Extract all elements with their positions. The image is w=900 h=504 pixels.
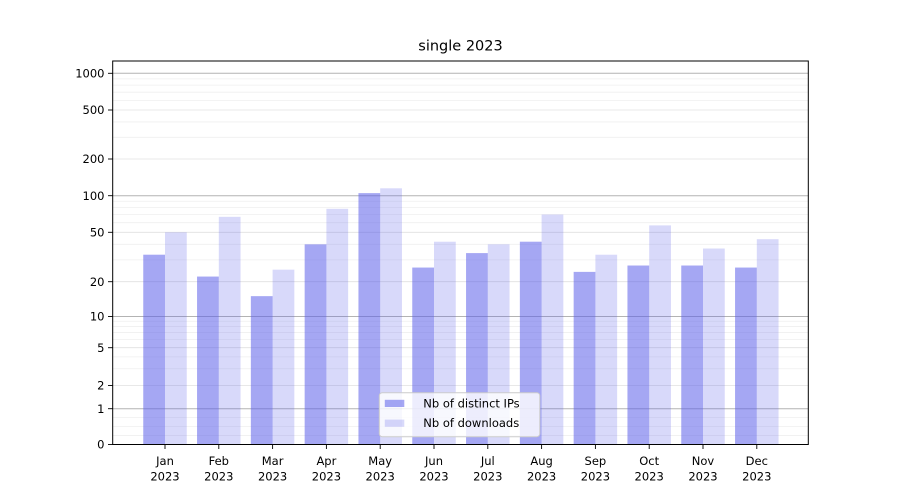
bar — [165, 232, 187, 445]
bar — [380, 188, 402, 445]
y-tick-label: 50 — [90, 225, 105, 239]
x-tick-label: Apr 2023 — [312, 454, 341, 484]
legend-box — [378, 392, 541, 438]
bar — [326, 208, 349, 445]
y-tick-label: 10 — [90, 310, 105, 324]
legend-swatch-distinct-ips — [384, 399, 405, 407]
legend-swatch-downloads — [384, 419, 405, 427]
bar — [649, 225, 671, 445]
legend: Nb of distinct IPs Nb of downloads — [378, 392, 541, 438]
y-tick-label: 100 — [83, 189, 105, 203]
bar — [627, 265, 650, 445]
bar — [595, 254, 618, 445]
y-tick-label: 2 — [97, 379, 104, 393]
x-tick-label: Jan 2023 — [150, 454, 179, 484]
y-tick-label: 0 — [97, 438, 104, 452]
y-tick-label: 5 — [97, 341, 104, 355]
x-tick-label: Dec 2023 — [742, 454, 771, 484]
tick-labels: 0 1 2 5 10 20 50 100 200 500 1000 Jan 2023 Feb 2023 Mar… — [75, 66, 771, 483]
bar — [756, 239, 779, 445]
x-tick-label: Sep 2023 — [581, 454, 610, 484]
x-tick-label: Oct 2023 — [635, 454, 664, 484]
bar — [541, 214, 564, 445]
bar — [272, 269, 295, 445]
legend-label: Nb of downloads — [423, 416, 519, 430]
bar — [681, 265, 703, 445]
y-tick-label: 200 — [83, 152, 105, 166]
x-tick-label: Aug 2023 — [527, 454, 556, 484]
bar — [304, 244, 327, 445]
bar — [250, 296, 273, 445]
axes — [108, 60, 809, 449]
bar — [703, 248, 725, 445]
bar — [143, 254, 165, 445]
bar — [218, 216, 241, 445]
bar — [197, 276, 219, 445]
legend-label: Nb of distinct IPs — [423, 396, 519, 410]
x-tick-label: Nov 2023 — [688, 454, 717, 484]
y-tick-label: 1000 — [75, 66, 104, 80]
x-tick-label: Mar 2023 — [258, 454, 287, 484]
y-tick-label: 20 — [90, 275, 105, 289]
y-tick-label: 1 — [97, 402, 104, 416]
y-tick-label: 500 — [83, 103, 105, 117]
bar — [573, 271, 596, 445]
x-tick-label: Jun 2023 — [419, 454, 448, 484]
bar — [735, 267, 757, 445]
x-tick-label: Jul 2023 — [473, 454, 502, 484]
x-tick-label: May 2023 — [366, 454, 395, 484]
chart-title: single 2023 — [418, 39, 502, 55]
x-tick-label: Feb 2023 — [204, 454, 233, 484]
bar — [358, 193, 381, 445]
